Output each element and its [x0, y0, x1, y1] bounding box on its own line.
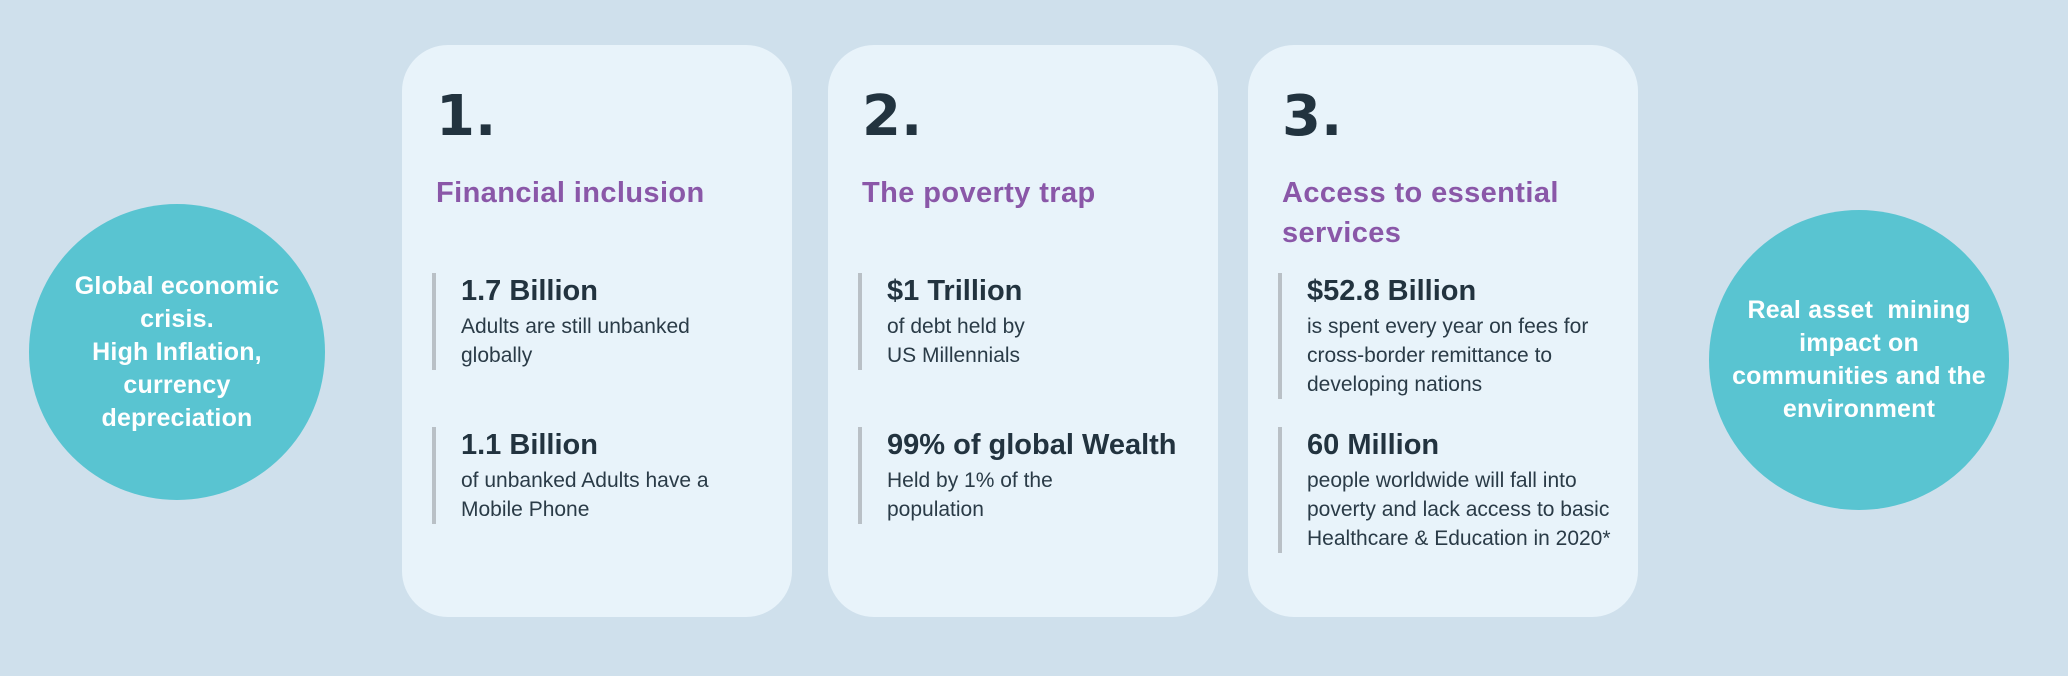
- stat-description: of unbanked Adults have a Mobile Phone: [461, 469, 709, 521]
- card-2-number: 2.: [862, 84, 923, 149]
- stat-block: 60 Million people worldwide will fall in…: [1278, 427, 1624, 553]
- global-crisis-text: Global economic crisis. High Inflation, …: [74, 271, 280, 432]
- stat-block: 99% of global Wealth Held by 1% of the p…: [858, 427, 1204, 524]
- stat-block: $52.8 Billion is spent every year on fee…: [1278, 273, 1624, 399]
- card-financial-inclusion: 1. Financial inclusion 1.7 Billion Adult…: [402, 45, 792, 617]
- stat-description: Held by 1% of the population: [887, 469, 1053, 521]
- stat-value: $1 Trillion: [887, 275, 1023, 307]
- stat-description: Adults are still unbanked globally: [461, 315, 690, 367]
- stat-description: is spent every year on fees for cross-bo…: [1307, 315, 1589, 396]
- card-1-title: Financial inclusion: [436, 177, 705, 209]
- card-3-title: Access to essential services: [1282, 177, 1559, 249]
- global-crisis-circle: Global economic crisis. High Inflation, …: [29, 204, 325, 500]
- stat-value: 99% of global Wealth: [887, 429, 1177, 461]
- mining-impact-circle: Real asset mining impact on communities …: [1709, 210, 2009, 510]
- card-1-number: 1.: [436, 84, 497, 149]
- stat-block: 1.1 Billion of unbanked Adults have a Mo…: [432, 427, 778, 524]
- card-3-number: 3.: [1282, 84, 1343, 149]
- stat-block: $1 Trillion of debt held by US Millennia…: [858, 273, 1204, 370]
- stat-value: 1.1 Billion: [461, 429, 598, 461]
- stat-value: 60 Million: [1307, 429, 1440, 461]
- stat-description: people worldwide will fall into poverty …: [1307, 469, 1611, 550]
- stat-value: $52.8 Billion: [1307, 275, 1477, 307]
- card-poverty-trap: 2. The poverty trap $1 Trillion of debt …: [828, 45, 1218, 617]
- mining-impact-text: Real asset mining impact on communities …: [1732, 296, 1986, 423]
- stat-value: 1.7 Billion: [461, 275, 598, 307]
- stat-block: 1.7 Billion Adults are still unbanked gl…: [432, 273, 778, 370]
- card-essential-services: 3. Access to essential services $52.8 Bi…: [1248, 45, 1638, 617]
- card-2-title: The poverty trap: [862, 177, 1096, 209]
- stat-description: of debt held by US Millennials: [887, 315, 1025, 367]
